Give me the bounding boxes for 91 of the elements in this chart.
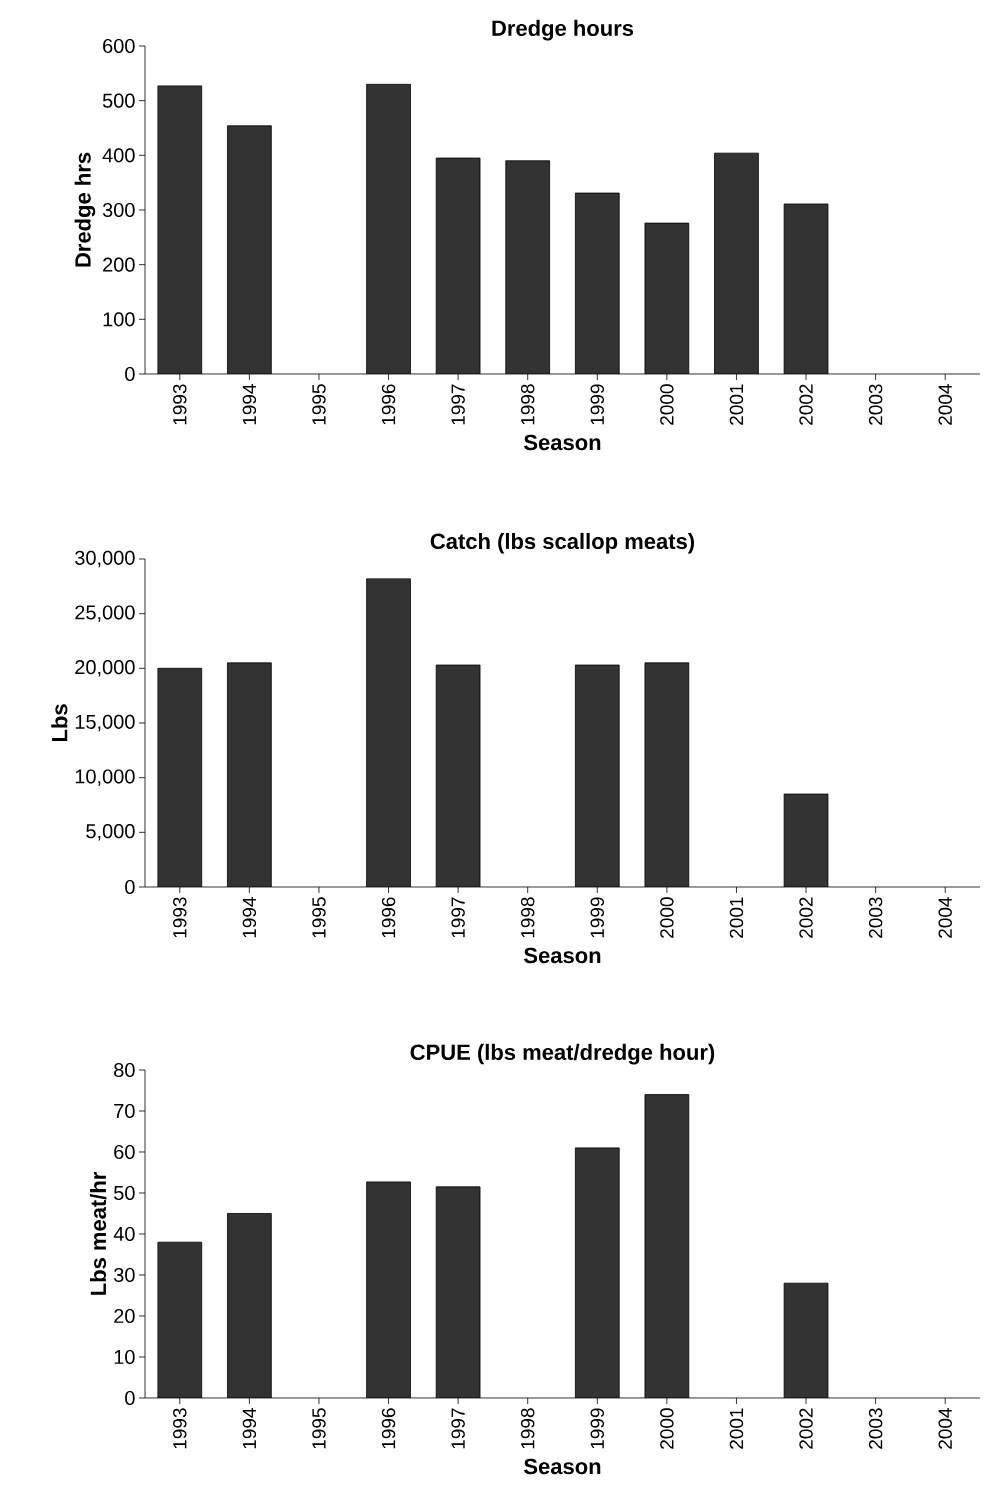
- x-tick-label: 1997: [451, 897, 465, 938]
- x-tick-label: 2003: [868, 897, 883, 938]
- x-tick-label: 1993: [173, 1408, 187, 1449]
- bar: [575, 193, 620, 374]
- y-tick-label: 0: [125, 879, 135, 895]
- bar: [575, 665, 620, 887]
- bar: [227, 1213, 272, 1398]
- y-axis-title: Dredge hrs: [74, 152, 96, 267]
- y-tick-label: 20,000: [75, 660, 135, 677]
- x-tick-label: 1993: [173, 384, 187, 425]
- chart-title: Catch (lbs scallop meats): [430, 532, 695, 554]
- bar: [366, 578, 411, 887]
- chart-title: Dredge hours: [492, 19, 634, 41]
- x-tick-label: 2002: [799, 897, 813, 938]
- x-tick-label: 2002: [799, 1408, 813, 1449]
- y-tick-label: 50: [114, 1185, 135, 1201]
- bar: [644, 223, 689, 374]
- x-tick-label: 1993: [173, 897, 187, 938]
- x-tick-label: 1996: [381, 897, 396, 938]
- x-tick-label: 2001: [729, 1408, 744, 1449]
- x-tick-label: 1999: [590, 384, 605, 425]
- x-tick-label: 1995: [312, 384, 326, 425]
- y-tick-label: 5,000: [86, 824, 135, 841]
- bar: [783, 203, 829, 374]
- x-tick-label: 2000: [660, 1408, 674, 1449]
- bar: [505, 160, 550, 374]
- x-tick-label: 1997: [451, 1408, 465, 1449]
- y-tick-label: 200: [103, 257, 135, 272]
- x-tick-label: 2000: [660, 384, 674, 425]
- x-tick-label: 2004: [938, 1408, 952, 1449]
- y-tick-label: 0: [125, 1390, 135, 1406]
- bar: [575, 1147, 620, 1398]
- y-tick-label: 60: [114, 1144, 135, 1160]
- bar: [366, 1181, 411, 1398]
- bar: [644, 1094, 689, 1398]
- x-tick-label: 2004: [938, 384, 952, 425]
- bar: [783, 1282, 829, 1398]
- bar: [366, 84, 411, 374]
- x-axis-title: Season: [524, 947, 601, 964]
- x-axis-title: Season: [524, 434, 601, 451]
- x-tick-label: 1998: [520, 1408, 535, 1449]
- x-tick-label: 1999: [590, 897, 605, 938]
- x-tick-label: 1999: [590, 1408, 605, 1449]
- bar: [227, 125, 272, 374]
- y-tick-label: 30,000: [75, 550, 135, 568]
- x-tick-label: 2000: [660, 897, 674, 938]
- y-tick-label: 600: [103, 38, 135, 54]
- bar: [714, 153, 759, 374]
- y-tick-label: 25,000: [75, 605, 135, 622]
- bar: [783, 793, 829, 887]
- x-tick-label: 2003: [868, 384, 883, 425]
- bar: [436, 665, 481, 887]
- x-tick-label: 1994: [242, 384, 257, 425]
- y-tick-label: 15,000: [75, 714, 135, 732]
- bar: [157, 1242, 202, 1398]
- x-tick-label: 1997: [451, 384, 465, 425]
- bar: [644, 662, 689, 887]
- y-tick-label: 400: [102, 148, 135, 163]
- x-tick-label: 1998: [520, 897, 535, 938]
- y-tick-label: 20: [114, 1308, 135, 1324]
- x-axis-title: Season: [524, 1458, 601, 1475]
- x-tick-label: 2001: [729, 384, 744, 425]
- x-tick-label: 2003: [868, 1408, 883, 1449]
- y-tick-label: 500: [102, 93, 135, 108]
- y-tick-label: 80: [114, 1062, 135, 1078]
- y-axis-title: Lbs meat/hr: [89, 1171, 107, 1295]
- x-tick-label: 2004: [938, 897, 952, 938]
- y-tick-label: 10,000: [75, 769, 135, 786]
- bar: [227, 662, 272, 887]
- y-axis-title: Lbs: [51, 704, 68, 742]
- bar: [157, 85, 202, 374]
- y-tick-label: 70: [114, 1103, 135, 1119]
- x-tick-label: 1998: [520, 384, 535, 425]
- x-tick-label: 1994: [242, 1408, 257, 1449]
- x-tick-label: 1994: [242, 897, 257, 938]
- y-tick-label: 40: [113, 1226, 135, 1242]
- x-tick-label: 2001: [729, 897, 744, 938]
- chart-title: CPUE (lbs meat/dredge hour): [410, 1043, 715, 1065]
- bar: [157, 668, 202, 887]
- y-tick-label: 300: [102, 202, 135, 218]
- y-tick-label: 10: [114, 1349, 135, 1365]
- x-tick-label: 1995: [312, 1408, 326, 1449]
- x-tick-label: 2002: [799, 384, 813, 425]
- bar: [436, 1186, 481, 1398]
- y-tick-label: 30: [113, 1267, 135, 1283]
- bar: [436, 158, 481, 374]
- y-tick-label: 0: [125, 366, 135, 382]
- y-tick-label: 100: [103, 312, 135, 327]
- x-tick-label: 1996: [381, 384, 396, 425]
- x-tick-label: 1995: [312, 897, 326, 938]
- x-tick-label: 1996: [381, 1408, 396, 1449]
